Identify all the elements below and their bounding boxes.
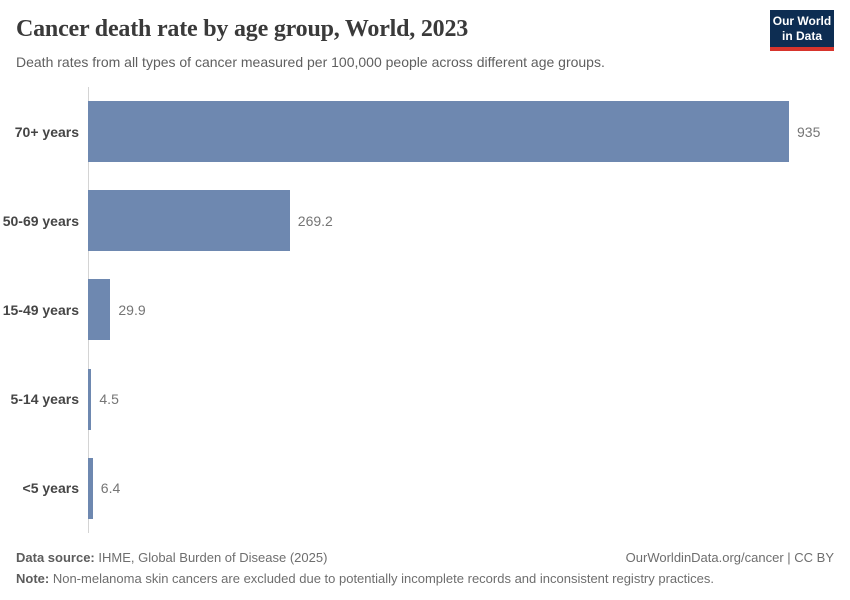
bar-row: 5-14 years 4.5	[0, 355, 850, 444]
bar-track: 269.2	[88, 190, 850, 252]
bar[interactable]	[88, 457, 93, 519]
value-label: 269.2	[297, 212, 333, 229]
bar-row: <5 years 6.4	[0, 444, 850, 533]
category-label: 5-14 years	[10, 391, 79, 408]
bar-row: 70+ years 935	[0, 87, 850, 176]
category-label: 70+ years	[14, 123, 79, 140]
chart-footer: Data source: IHME, Global Burden of Dise…	[16, 547, 834, 589]
chart-subtitle: Death rates from all types of cancer mea…	[16, 53, 605, 70]
bar[interactable]	[88, 279, 111, 341]
bar[interactable]	[88, 101, 789, 163]
category-label: 15-49 years	[2, 301, 79, 318]
value-label: 6.4	[100, 480, 121, 497]
note-label: Note:	[16, 570, 50, 586]
chart-header: Cancer death rate by age group, World, 2…	[16, 10, 834, 71]
bar-rows: 70+ years 935 50-69 years 269.2 15-49 years 2…	[0, 87, 850, 533]
note-text: Non-melanoma skin cancers are excluded d…	[49, 570, 714, 586]
attribution-link[interactable]: OurWorldinData.org/cancer | CC BY	[625, 549, 834, 565]
owid-logo-line1: Our World	[772, 13, 832, 28]
value-label: 29.9	[118, 301, 146, 318]
owid-logo-line2: in Data	[781, 28, 822, 43]
bar-row: 15-49 years 29.9	[0, 265, 850, 354]
bar-track: 4.5	[88, 368, 850, 430]
owid-logo[interactable]: Our World in Data	[770, 10, 834, 51]
footer-top-row: Data source: IHME, Global Burden of Dise…	[16, 547, 834, 568]
bar[interactable]	[88, 368, 92, 430]
value-label: 935	[797, 123, 821, 140]
bar-track: 6.4	[88, 457, 850, 519]
title-block: Cancer death rate by age group, World, 2…	[16, 10, 605, 71]
data-source-line: Data source: IHME, Global Burden of Dise…	[16, 547, 327, 568]
category-label: <5 years	[22, 480, 79, 497]
bar-track: 935	[88, 101, 850, 163]
bar-track: 29.9	[88, 279, 850, 341]
bar[interactable]	[88, 190, 290, 252]
note-line: Note: Non-melanoma skin cancers are excl…	[16, 568, 834, 589]
bar-chart: 70+ years 935 50-69 years 269.2 15-49 years 2…	[0, 87, 850, 533]
bar-row: 50-69 years 269.2	[0, 176, 850, 265]
data-source-text: IHME, Global Burden of Disease (2025)	[94, 549, 328, 565]
chart-title: Cancer death rate by age group, World, 2…	[16, 16, 469, 42]
value-label: 4.5	[99, 391, 119, 408]
data-source-label: Data source:	[16, 549, 95, 565]
category-label: 50-69 years	[2, 212, 79, 229]
